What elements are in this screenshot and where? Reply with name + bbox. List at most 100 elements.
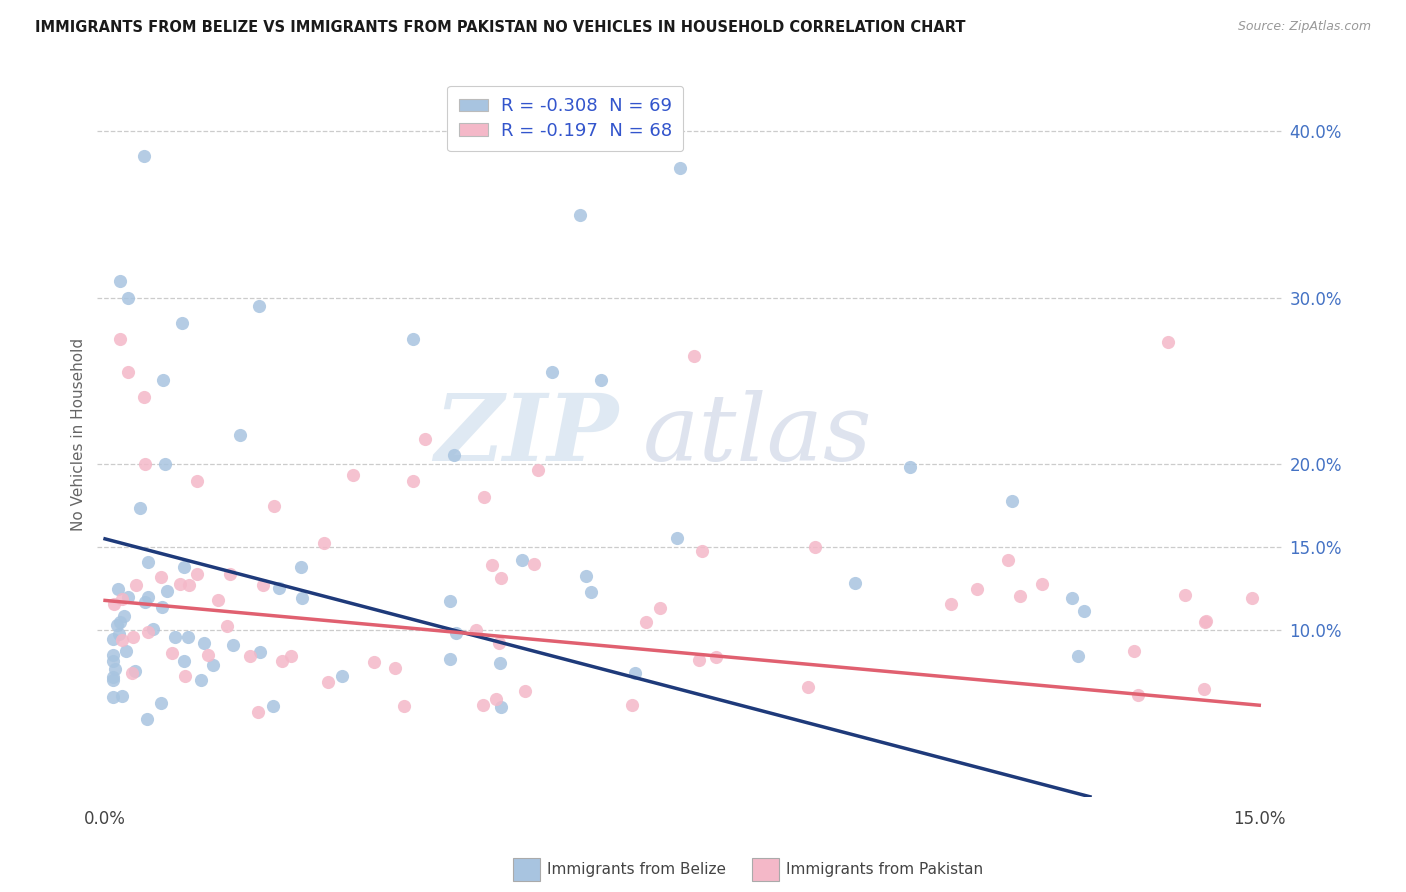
Text: Immigrants from Pakistan: Immigrants from Pakistan — [786, 863, 983, 877]
Point — [939, 597, 962, 611]
Point — [149, 696, 172, 710]
Point — [160, 646, 183, 660]
Point — [136, 712, 159, 726]
Point — [513, 684, 536, 698]
Point — [107, 582, 129, 596]
Point — [682, 349, 704, 363]
Point — [136, 556, 159, 570]
Point — [270, 654, 292, 668]
Point — [316, 675, 339, 690]
Point — [472, 698, 495, 712]
Point — [474, 490, 496, 504]
Point — [117, 291, 139, 305]
Point — [252, 578, 274, 592]
Point — [330, 669, 353, 683]
Point — [650, 601, 672, 615]
Text: Immigrants from Belize: Immigrants from Belize — [547, 863, 725, 877]
Point — [290, 591, 312, 605]
Point — [110, 274, 132, 288]
Point — [101, 690, 124, 704]
Point — [132, 149, 155, 163]
Point — [246, 705, 269, 719]
Point — [124, 664, 146, 678]
Point — [1073, 604, 1095, 618]
Point — [186, 474, 208, 488]
Point — [222, 639, 245, 653]
Text: Source: ZipAtlas.com: Source: ZipAtlas.com — [1237, 20, 1371, 33]
Point — [804, 541, 827, 555]
Point — [202, 658, 225, 673]
Point — [797, 681, 820, 695]
Point — [290, 559, 312, 574]
Point — [101, 673, 124, 687]
Point — [115, 644, 138, 658]
Point — [527, 463, 550, 477]
Y-axis label: No Vehicles in Household: No Vehicles in Household — [72, 338, 86, 532]
Point — [177, 630, 200, 644]
Point — [844, 575, 866, 590]
Point — [1194, 615, 1216, 629]
Point — [402, 474, 425, 488]
Point — [575, 569, 598, 583]
Legend: R = -0.308  N = 69, R = -0.197  N = 68: R = -0.308 N = 69, R = -0.197 N = 68 — [447, 86, 683, 152]
Point — [249, 644, 271, 658]
Point — [128, 501, 150, 516]
Point — [136, 590, 159, 604]
Point — [186, 567, 208, 582]
Point — [1128, 689, 1150, 703]
Point — [122, 631, 145, 645]
Point — [579, 584, 602, 599]
Point — [142, 622, 165, 636]
Point — [1001, 494, 1024, 508]
Point — [314, 536, 336, 550]
Point — [153, 458, 176, 472]
Point — [1031, 577, 1053, 591]
Point — [111, 633, 134, 648]
Point — [489, 656, 512, 670]
Point — [239, 648, 262, 663]
Point — [121, 665, 143, 680]
Point — [444, 626, 467, 640]
Point — [111, 591, 134, 606]
Point — [384, 661, 406, 675]
Point — [485, 692, 508, 706]
Point — [966, 582, 988, 596]
Point — [540, 365, 562, 379]
Point — [132, 391, 155, 405]
Point — [174, 669, 197, 683]
Point — [512, 553, 534, 567]
Point — [1060, 591, 1083, 605]
Point — [413, 432, 436, 446]
Point — [152, 373, 174, 387]
Point — [342, 468, 364, 483]
Point — [394, 699, 416, 714]
Text: atlas: atlas — [643, 390, 872, 480]
Point — [1195, 615, 1218, 629]
Point — [402, 332, 425, 346]
Point — [623, 666, 645, 681]
Point — [443, 448, 465, 462]
Point — [1241, 591, 1264, 605]
Point — [669, 161, 692, 175]
Point — [193, 636, 215, 650]
Point — [111, 689, 134, 703]
Point — [489, 700, 512, 714]
Point — [464, 623, 486, 637]
Point — [173, 559, 195, 574]
Point — [173, 654, 195, 668]
Point — [136, 624, 159, 639]
Point — [134, 457, 156, 471]
Point — [481, 558, 503, 572]
Point — [997, 553, 1019, 567]
Point — [150, 570, 173, 584]
Point — [134, 595, 156, 609]
Point — [898, 459, 921, 474]
Point — [1174, 588, 1197, 602]
Point — [569, 208, 592, 222]
Point — [280, 648, 302, 663]
Point — [1122, 644, 1144, 658]
Point — [247, 299, 270, 313]
Point — [439, 652, 461, 666]
Point — [690, 544, 713, 558]
Text: IMMIGRANTS FROM BELIZE VS IMMIGRANTS FROM PAKISTAN NO VEHICLES IN HOUSEHOLD CORR: IMMIGRANTS FROM BELIZE VS IMMIGRANTS FRO… — [35, 20, 966, 35]
